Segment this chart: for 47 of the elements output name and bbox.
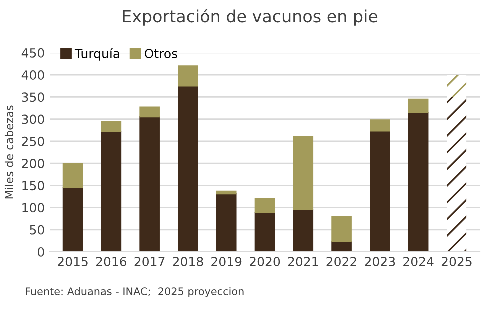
bar (140, 106, 160, 118)
y-tick-label: 0 (38, 247, 44, 257)
y-tick-label: 350 (22, 92, 44, 102)
bar (216, 193, 237, 252)
x-tick-label: 2021 (288, 257, 318, 267)
legend-label: Turquía (74, 48, 120, 61)
bar (293, 209, 314, 252)
bar (332, 216, 352, 242)
bar (370, 120, 390, 132)
bar (408, 98, 429, 114)
y-tick-label: 400 (22, 70, 44, 80)
bar (447, 75, 467, 98)
y-tick-label: 50 (30, 225, 44, 235)
legend-label: Otros (145, 49, 178, 58)
y-axis-title: Miles de cabezas (4, 106, 14, 199)
bar (216, 190, 237, 195)
bar (178, 66, 198, 87)
y-tick-label: 450 (22, 48, 44, 58)
y-tick-label: 250 (22, 136, 44, 146)
bar (254, 198, 276, 214)
bar (370, 130, 390, 252)
x-tick-label: 2016 (96, 257, 127, 267)
y-tick-label: 100 (22, 203, 44, 213)
x-tick-label: 2015 (58, 257, 88, 267)
x-tick-label: 2024 (404, 257, 434, 267)
x-tick-label: 2019 (212, 257, 242, 267)
bar (101, 121, 122, 132)
bar (447, 97, 467, 252)
x-tick-label: 2025 (442, 257, 472, 267)
bar (62, 187, 84, 252)
x-tick-label: 2020 (250, 257, 280, 267)
bar (62, 162, 84, 188)
x-tick-label: 2022 (326, 257, 356, 267)
y-tick-label: 300 (22, 114, 44, 124)
bar (140, 116, 160, 252)
x-tick-label: 2017 (134, 257, 165, 267)
chart-title: Exportación de vacunos en pie (123, 9, 378, 26)
bar (254, 212, 276, 252)
bar (101, 131, 122, 252)
bar (178, 86, 198, 252)
y-tick-label: 150 (22, 181, 44, 191)
bar (408, 112, 429, 252)
y-tick-label: 200 (22, 159, 44, 168)
x-tick-label: 2018 (173, 257, 204, 267)
source-note: Fuente: Aduanas - INAC; 2025 proyeccion (26, 287, 244, 298)
bar (293, 136, 314, 211)
x-tick-label: 2023 (365, 257, 396, 267)
